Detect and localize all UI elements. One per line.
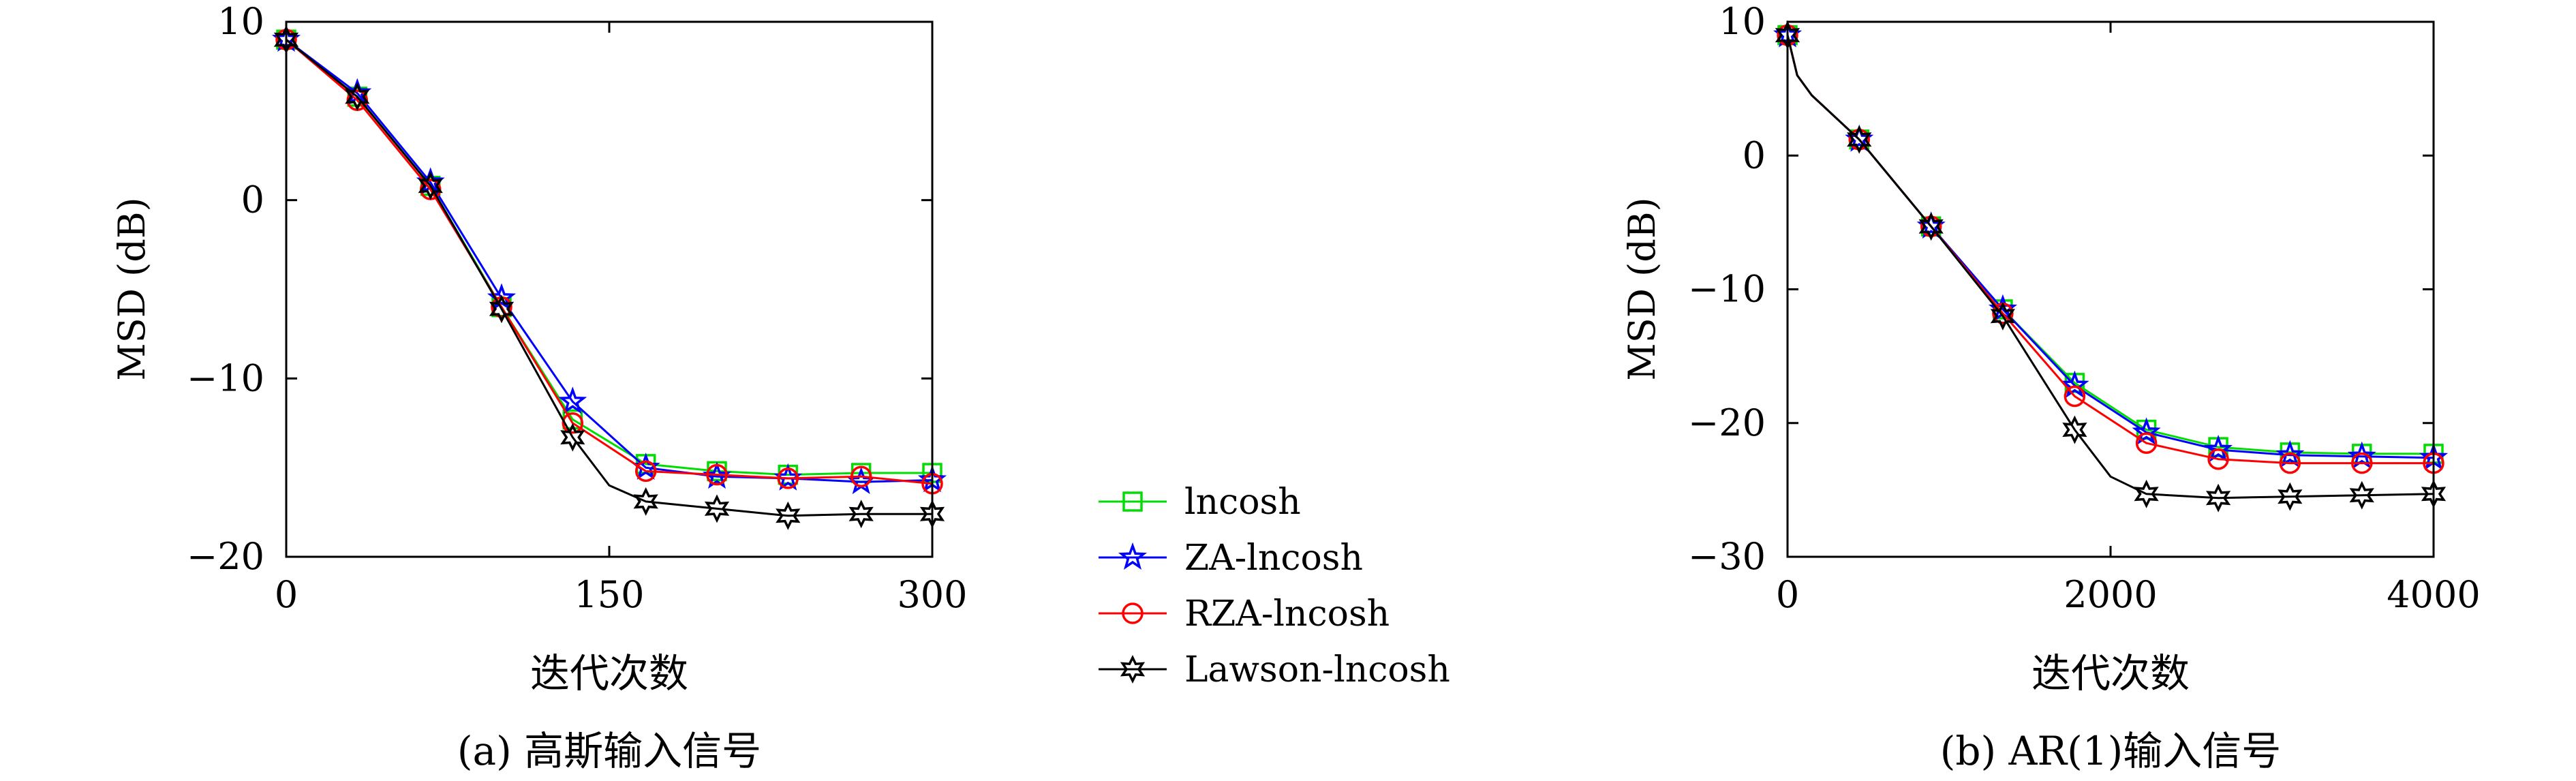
plot-a-point-lawson-lncosh-4 [560, 423, 585, 452]
plot-b-ylabel: MSD (dB) [1621, 197, 1663, 380]
plot-b-xtick-label-0: 0 [1776, 573, 1799, 616]
plot-a-caption: (a) 高斯输入信号 [457, 728, 761, 774]
plot-a-point-rza-lncosh-6 [706, 463, 728, 486]
plot-a-point-rza-lncosh-7 [777, 468, 799, 489]
plot-a-ytick-label-2: 0 [241, 179, 264, 221]
plot-b-point-za-lncosh-8 [2347, 441, 2376, 469]
plot-a-point-rza-lncosh-8 [850, 465, 872, 487]
plot-a-xtick-label-0: 0 [275, 573, 298, 616]
plot-a-series [271, 25, 947, 530]
plot-b-ytick-label-1: −20 [1688, 401, 1766, 444]
plot-b-point-lawson-lncosh-5 [2134, 479, 2159, 508]
legend-marker-rza-lncosh [1122, 602, 1144, 624]
plot-a-point-lawson-lncosh-7 [776, 501, 801, 530]
plot-b-point-lawson-lncosh-3 [1990, 301, 2016, 331]
plot-a-point-rza-lncosh-4 [562, 412, 584, 434]
legend-marker-za-lncosh [1118, 542, 1148, 570]
plot-a-line-lawson-lncosh [286, 39, 932, 517]
plot-a-point-za-lncosh-5 [631, 453, 660, 480]
plot-b-xlabel: 迭代次数 [2031, 650, 2190, 696]
plot-b-caption: (b) AR(1)输入信号 [1940, 728, 2282, 774]
plot-a-tick-labels: 0 150 300 −20 −10 0 10 [187, 0, 968, 616]
legend-entry-lawson-lncosh: Lawson-lncosh [1099, 649, 1450, 690]
plot-b-point-za-lncosh-4 [2060, 370, 2089, 398]
legend-marker-lncosh [1122, 491, 1143, 512]
legend-entry-lncosh: lncosh [1099, 482, 1301, 523]
plot-b-ytick-label-4: 10 [1719, 0, 1766, 43]
legend-marker-shape-za-lncosh [1118, 542, 1148, 570]
plot-a-point-lawson-lncosh-6 [704, 494, 730, 523]
plot-a-line-rza-lncosh [286, 39, 933, 485]
plot-b-line-lawson-lncosh [1786, 35, 2434, 500]
plot-b-point-za-lncosh-5 [2132, 417, 2161, 445]
panel-ar1: 0 2000 4000 −30 −20 −10 0 10 MSD (dB) 迭代次数 (b) … [1621, 0, 2481, 774]
plot-a-ylabel: MSD (dB) [110, 197, 153, 380]
plot-b-tick-labels: 0 2000 4000 −30 −20 −10 0 10 [1688, 0, 2481, 616]
plot-a-xtick-label-1: 150 [574, 573, 644, 616]
plot-b-point-rza-lncosh-4 [2064, 385, 2086, 408]
plot-a-ytick-label-0: −20 [187, 535, 264, 578]
panel-gaussian: 0 150 300 −20 −10 0 10 MSD (dB) 迭代次数 (a) 高斯输入信… [110, 0, 968, 774]
plot-b-point-za-lncosh-7 [2275, 440, 2305, 468]
plot-b-ytick-label-0: −30 [1688, 535, 1766, 578]
legend-label-rza-lncosh: RZA-lncosh [1184, 594, 1390, 634]
legend-label-lncosh: lncosh [1184, 482, 1301, 523]
plot-b-point-rza-lncosh-6 [2207, 448, 2229, 470]
plot-b-axis-ticks [1786, 20, 2435, 558]
plot-a-point-lawson-lncosh-1 [345, 82, 370, 111]
plot-b-point-za-lncosh-6 [2204, 434, 2233, 462]
plot-a-ytick-label-3: 10 [217, 0, 264, 43]
plot-b-ytick-label-2: −10 [1688, 268, 1766, 311]
plot-a-point-lawson-lncosh-5 [633, 487, 658, 516]
plot-a-xlabel: 迭代次数 [530, 650, 688, 696]
legend-marker-shape-rza-lncosh [1122, 602, 1144, 624]
legend: lncosh ZA-lncosh RZA-lncosh Lawson-lncos… [1099, 482, 1450, 690]
legend-marker-shape-lncosh [1122, 491, 1143, 512]
plot-a-point-lawson-lncosh-2 [418, 171, 443, 200]
plot-b-ytick-label-3: 0 [1743, 134, 1766, 177]
plot-b-point-rza-lncosh-5 [2135, 432, 2158, 454]
plot-a-point-lawson-lncosh-3 [489, 294, 515, 324]
plot-a-axis-ticks [285, 20, 934, 558]
plot-b-xtick-label-1: 2000 [2064, 573, 2157, 616]
plot-b-point-rza-lncosh-8 [2351, 452, 2373, 474]
plot-a-xtick-label-2: 300 [897, 573, 967, 616]
plot-b-point-rza-lncosh-7 [2279, 452, 2301, 474]
legend-entry-rza-lncosh: RZA-lncosh [1099, 594, 1390, 634]
legend-label-lawson-lncosh: Lawson-lncosh [1184, 649, 1450, 690]
plot-b-point-lawson-lncosh-6 [2205, 483, 2231, 512]
plot-b-xtick-label-2: 4000 [2387, 573, 2480, 616]
plot-b-point-lawson-lncosh-7 [2278, 482, 2303, 511]
plot-a-point-rza-lncosh-5 [634, 460, 657, 483]
plot-a-ytick-label-1: −10 [187, 356, 264, 399]
legend-entry-za-lncosh: ZA-lncosh [1099, 538, 1363, 579]
plot-a-line-za-lncosh [286, 39, 933, 483]
legend-marker-shape-lawson-lncosh [1120, 655, 1146, 684]
legend-label-za-lncosh: ZA-lncosh [1184, 538, 1363, 579]
plot-b-point-lawson-lncosh-1 [1847, 125, 1872, 154]
plot-b-point-lawson-lncosh-4 [2062, 415, 2087, 444]
legend-marker-lawson-lncosh [1120, 655, 1146, 684]
plot-a-point-lawson-lncosh-8 [848, 500, 874, 529]
plot-b-series [1773, 20, 2449, 512]
plot-b-point-lawson-lncosh-8 [2349, 480, 2374, 510]
plot-b-point-lawson-lncosh-2 [1918, 212, 1944, 241]
plot-a-point-za-lncosh-4 [558, 386, 587, 414]
